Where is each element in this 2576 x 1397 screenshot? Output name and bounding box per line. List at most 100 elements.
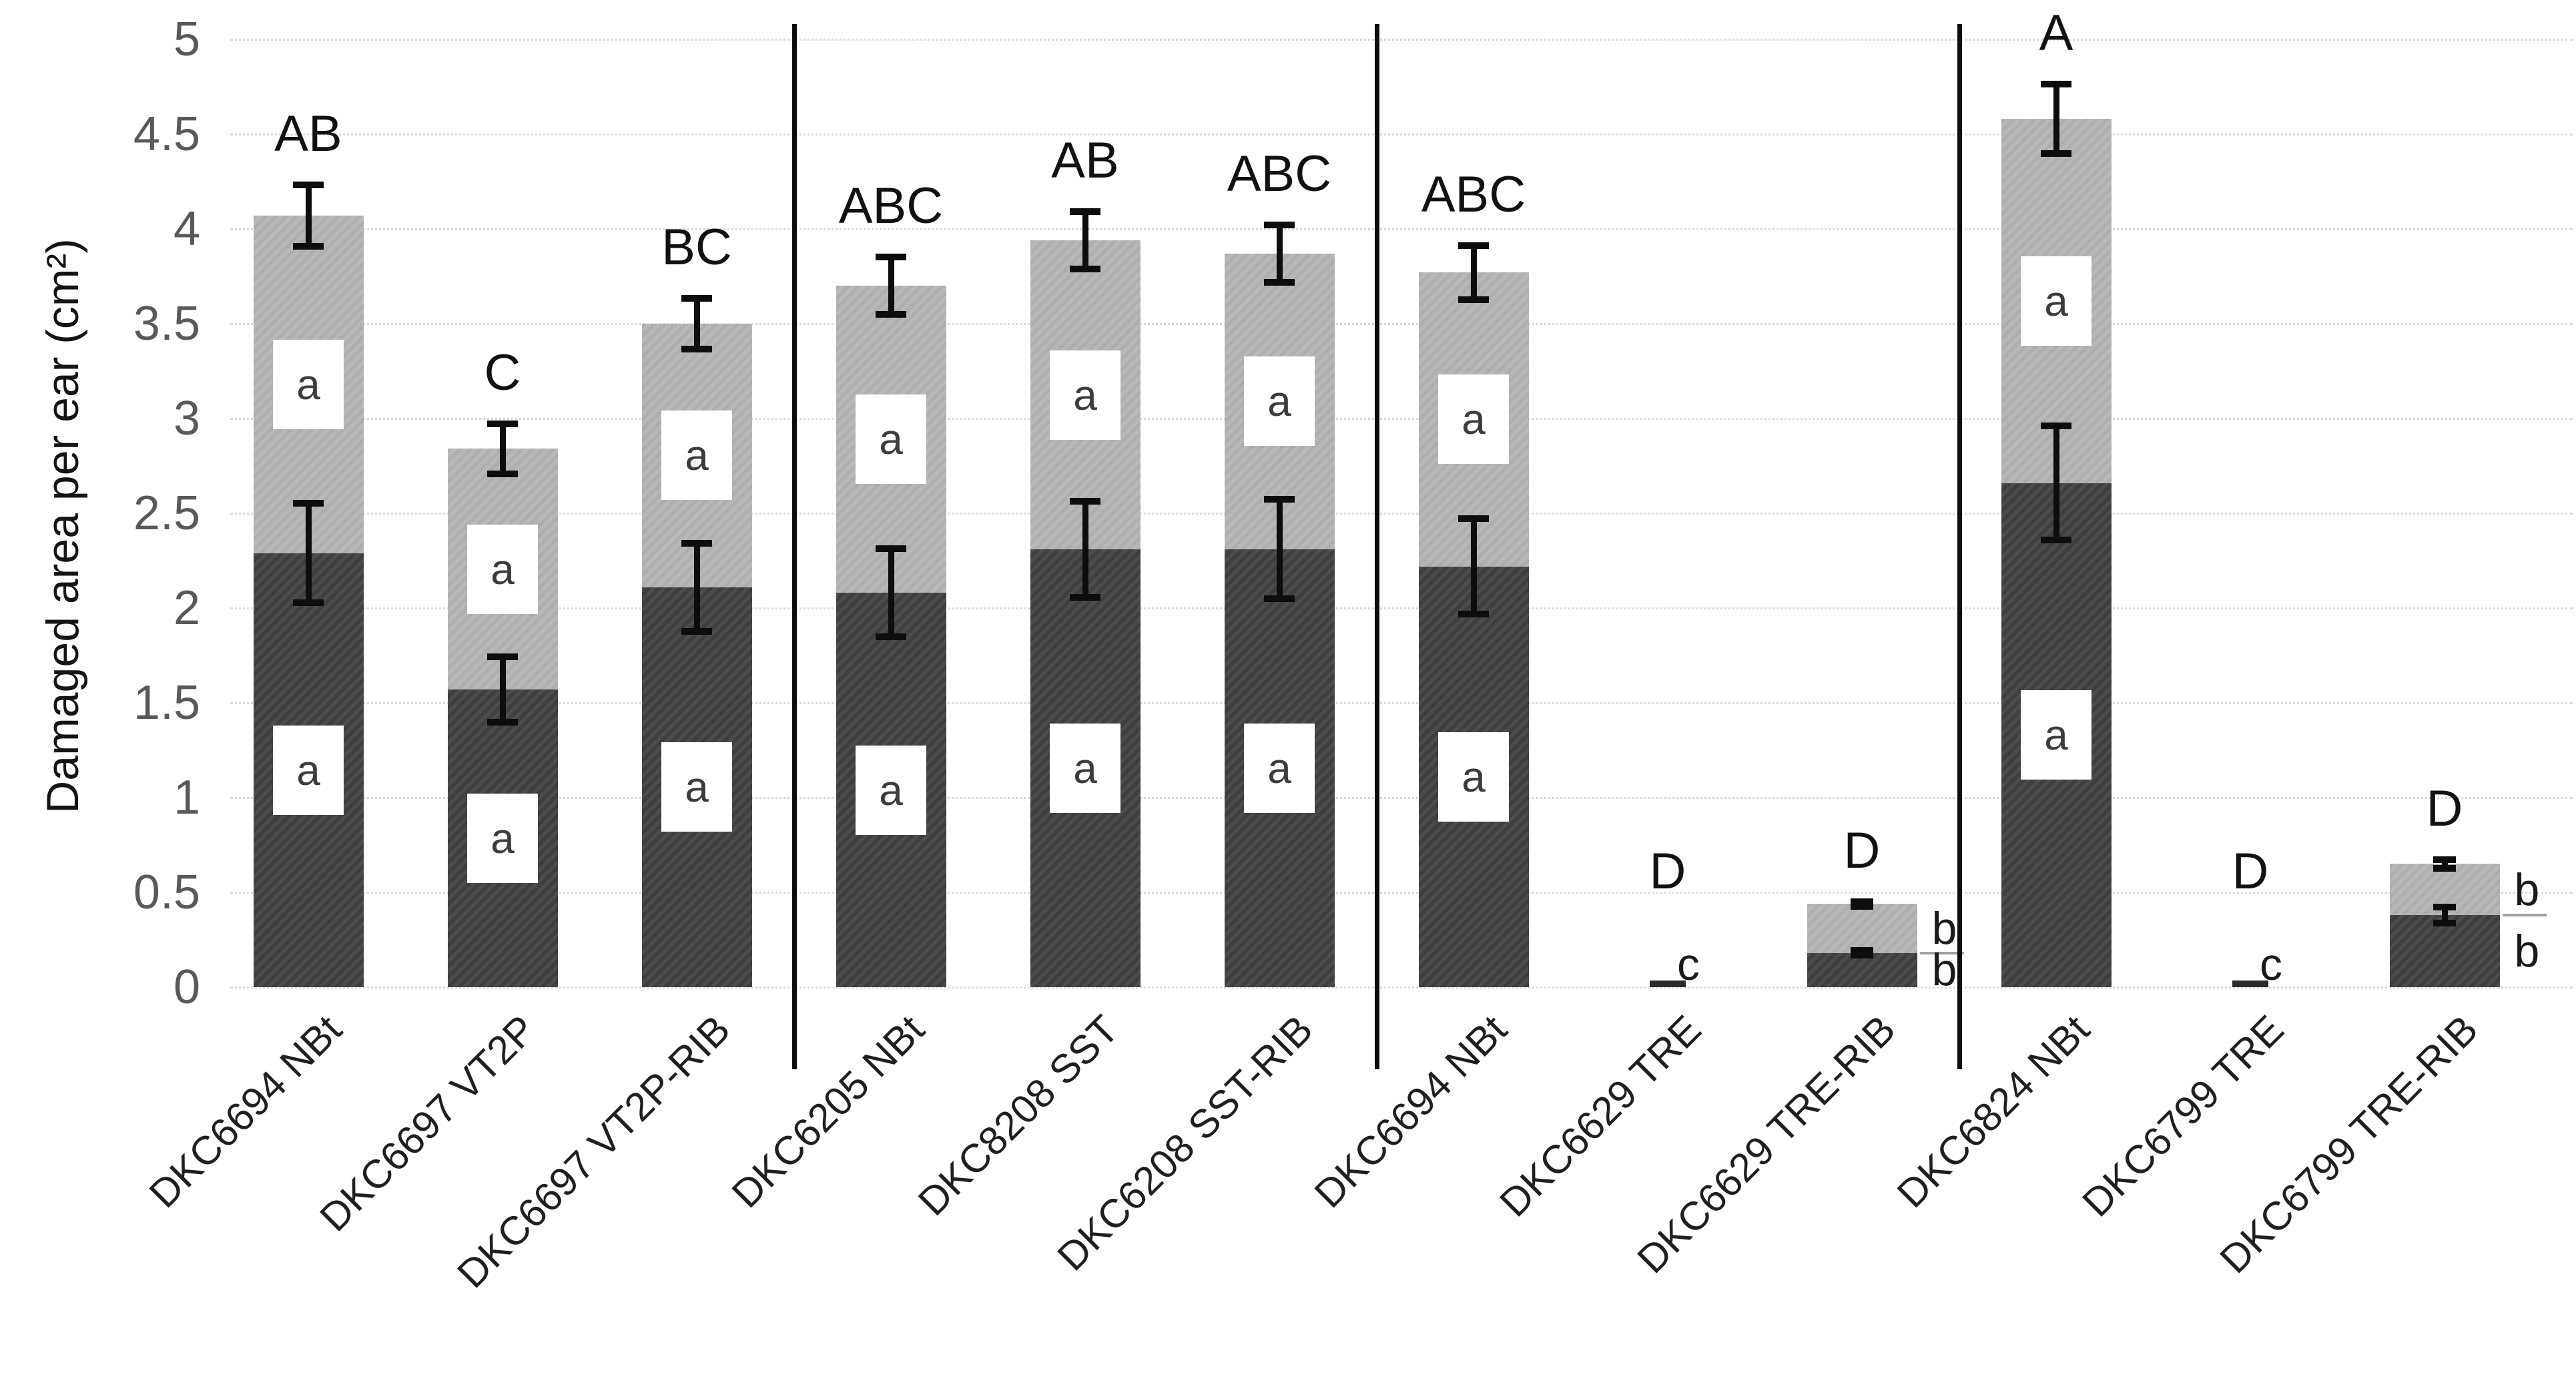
error-bar [293, 182, 324, 250]
significance-letter: ABC [1227, 145, 1332, 202]
error-bar-part [2041, 422, 2071, 429]
error-bar-part [487, 653, 518, 661]
error-bar [1070, 498, 1100, 601]
error-bar-part [693, 295, 700, 352]
significance-letter: C [484, 344, 521, 401]
error-bar-part [293, 599, 324, 607]
error-bar [293, 500, 324, 607]
error-bar-part [1851, 952, 1873, 959]
error-bar-part [1082, 498, 1088, 601]
segment-letter: a [1438, 374, 1509, 465]
error-bar-part [487, 719, 518, 726]
significance-letter: AB [274, 105, 342, 162]
segment-letter: b [2514, 864, 2540, 915]
segment-letter: a [856, 745, 926, 835]
error-bar [1264, 221, 1295, 286]
segment-letter: a [1244, 723, 1315, 813]
y-tick-label: 4.5 [133, 107, 200, 161]
error-bar-part [1276, 221, 1283, 286]
error-bar-part [1470, 242, 1477, 303]
significance-letter: D [1843, 822, 1881, 879]
error-bar-part [1264, 496, 1295, 503]
bar-segment-light [1807, 904, 1917, 953]
error-bar-part [681, 345, 712, 352]
x-axis-label: DKC6694 NBt [1305, 1007, 1516, 1217]
y-tick-label: 2.5 [133, 487, 200, 540]
bar-segment-dark [2001, 483, 2112, 988]
significance-letter: D [2426, 780, 2463, 838]
error-bar [876, 253, 906, 318]
error-bar-part [305, 500, 312, 607]
error-bar-part [2053, 422, 2059, 544]
bar-segment-dark [2389, 915, 2500, 987]
segment-letter: a [661, 410, 732, 501]
x-axis-label: DKC6697 VT2P [311, 1007, 545, 1240]
error-bar-part [1082, 208, 1088, 273]
leader-line [2502, 914, 2547, 917]
significance-letter: D [1649, 842, 1686, 900]
error-bar-part [2441, 904, 2448, 927]
gridline [230, 228, 2573, 230]
gridline [230, 513, 2573, 515]
error-bar-part [487, 420, 518, 427]
gridline [230, 418, 2573, 420]
significance-letter: BC [661, 219, 732, 276]
segment-letter: a [1438, 732, 1509, 822]
error-bar [681, 295, 712, 352]
error-bar [487, 420, 518, 478]
gridline [230, 607, 2573, 609]
error-bar-part [1264, 279, 1295, 286]
error-bar-part [1070, 266, 1100, 273]
segment-letter: b [1931, 944, 1957, 996]
error-bar-part [1458, 611, 1489, 618]
error-bar-part [293, 500, 324, 507]
error-bar-part [888, 253, 894, 318]
segment-letter: c [2260, 939, 2282, 990]
error-bar-part [2041, 150, 2071, 158]
error-bar [876, 545, 906, 641]
error-bar-part [2441, 856, 2448, 872]
error-bar [1458, 242, 1489, 303]
error-bar-part [2433, 864, 2456, 872]
x-axis-label: DKC6799 TRE-RIB [2211, 1007, 2487, 1282]
segment-letter: a [467, 524, 538, 614]
y-tick-label: 0.5 [133, 866, 200, 919]
x-axis-label: DKC6205 NBt [723, 1007, 933, 1217]
error-bar-part [293, 182, 324, 188]
error-bar-part [876, 545, 906, 553]
significance-letter: AB [1051, 131, 1119, 189]
segment-letter: c [1677, 939, 1700, 990]
x-axis-label: DKC6208 SST-RIB [1048, 1007, 1321, 1280]
error-bar-part [1851, 902, 1873, 910]
error-bar [1264, 496, 1295, 603]
error-bar-part [1276, 496, 1283, 603]
gridline [230, 323, 2573, 325]
error-bar [2041, 422, 2071, 544]
leader-line [1919, 951, 1964, 954]
error-bar [1458, 515, 1489, 618]
segment-letter: a [273, 725, 344, 815]
group-divider [1957, 24, 1962, 1069]
error-bar-part [693, 539, 700, 635]
error-bar [681, 539, 712, 635]
error-bar-part [876, 311, 906, 318]
error-bar [487, 653, 518, 726]
error-bar-part [876, 633, 906, 641]
error-bar-part [2433, 856, 2456, 864]
y-tick-label: 3 [173, 392, 200, 445]
error-bar-part [1264, 221, 1295, 228]
error-bar-part [1070, 498, 1100, 505]
error-bar-part [1851, 898, 1873, 905]
segment-letter: a [273, 339, 344, 429]
error-bar-part [888, 545, 894, 641]
segment-letter: a [1050, 350, 1120, 440]
y-tick-label: 0 [173, 960, 200, 1014]
error-bar-part [1264, 595, 1295, 603]
error-bar-part [2433, 904, 2456, 911]
error-bar-part [1070, 208, 1100, 215]
y-tick-label: 4 [173, 202, 200, 256]
error-bar-part [1851, 947, 1873, 954]
error-bar-part [499, 653, 506, 726]
error-bar [2433, 904, 2456, 927]
